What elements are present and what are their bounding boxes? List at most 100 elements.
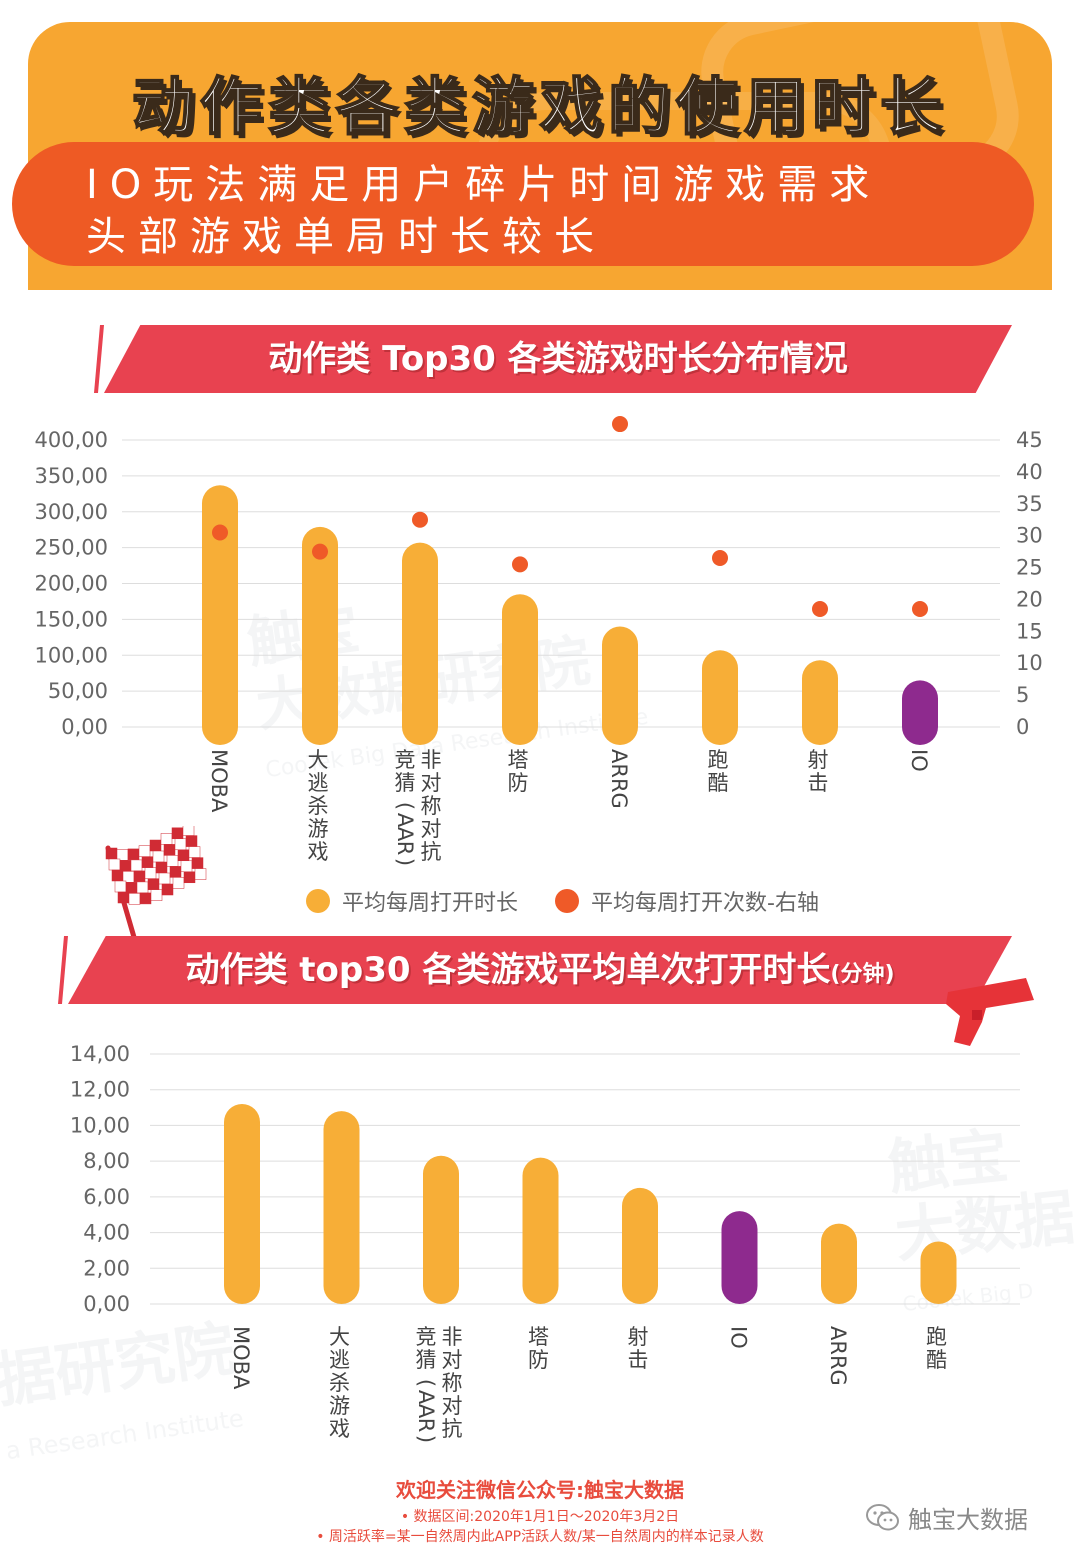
bar — [920, 1241, 957, 1304]
category-label-char: 酷 — [708, 771, 729, 795]
category-label-text: MOBA — [207, 749, 231, 813]
scatter-point — [912, 601, 928, 618]
chart2-banner-text: 动作类 top30 各类游戏平均单次打开时长 — [185, 950, 831, 990]
category-label-char: A — [393, 813, 417, 828]
flag-cell — [180, 860, 193, 873]
flag-cell — [127, 848, 140, 861]
flag-cell — [108, 858, 121, 871]
flag-cell — [116, 849, 129, 861]
category-label-char: 大 — [308, 748, 329, 772]
category-label-char: 称 — [442, 1371, 463, 1395]
y-tick-label: 400,00 — [35, 428, 108, 452]
scatter-point — [612, 416, 628, 433]
wechat-name: 触宝大数据 — [908, 1506, 1028, 1534]
footer-note-1: • 数据区间:2020年1月1日～2020年3月2日 — [400, 1509, 680, 1525]
flag-cell — [138, 845, 151, 857]
category-label-char: 逃 — [308, 771, 329, 795]
category-label-char: 竞 — [416, 1325, 437, 1349]
category-label: 射击 — [628, 1325, 649, 1372]
flag-cell — [185, 835, 198, 847]
category-label-char: 猜 — [416, 1348, 437, 1372]
category-label-char: 跑 — [708, 748, 729, 772]
y-tick-label: 6,00 — [83, 1185, 130, 1209]
category-label-char: R — [393, 841, 417, 856]
flag-cell — [111, 869, 124, 882]
footer-note-2: • 周活跃率=某一自然周内此APP活跃人数/某一自然周内的样本记录人数 — [316, 1529, 764, 1545]
flag-cell — [158, 872, 171, 885]
category-label: MOBA — [207, 749, 231, 813]
flag-cell — [161, 883, 174, 896]
bar — [323, 1111, 360, 1304]
category-label-char: 竞 — [395, 748, 416, 772]
y-tick-label: 150,00 — [35, 607, 108, 631]
flag-cell — [117, 891, 130, 904]
y-tick-label: 2,00 — [83, 1256, 130, 1280]
flag-cell — [191, 857, 204, 869]
category-label-char: 对 — [421, 817, 442, 841]
category-label-char: 防 — [508, 771, 529, 795]
bar — [423, 1155, 459, 1304]
category-label: 跑酷 — [708, 748, 729, 795]
y-tick-label: 14,00 — [70, 1042, 130, 1066]
chart1-banner-title: 动作类 Top30 各类游戏时长分布情况 — [268, 339, 848, 379]
scatter-point — [712, 549, 728, 566]
y-tick-label: 50,00 — [48, 679, 108, 703]
flag-cell — [141, 856, 154, 868]
bar — [302, 526, 338, 745]
legend-label-duration: 平均每周打开时长 — [342, 891, 519, 916]
flag-cell — [163, 844, 176, 856]
flag-cell — [147, 878, 160, 890]
banner-stripe — [58, 936, 68, 1004]
category-label-char: A — [414, 1404, 438, 1419]
flag-cell — [150, 889, 163, 901]
category-label: 塔防 — [508, 748, 529, 795]
category-label-char: 对 — [442, 1348, 463, 1372]
category-label-char: 对 — [442, 1394, 463, 1418]
category-label: 射击 — [808, 748, 829, 795]
category-label-char: 非 — [421, 748, 442, 772]
pistol-icon — [946, 978, 1034, 1046]
wechat-account: 触宝大数据 — [866, 1500, 1028, 1535]
y-tick-label: 300,00 — [35, 500, 108, 524]
bar — [502, 594, 538, 745]
y-tick-label: 100,00 — [35, 643, 108, 667]
flag-cell — [133, 870, 146, 883]
flag-cell — [169, 866, 182, 878]
category-label-text: MOBA — [229, 1326, 253, 1390]
bar — [622, 1187, 658, 1304]
category-label: ARRG — [607, 749, 631, 809]
scatter-point — [212, 524, 228, 541]
flag-cell — [128, 893, 141, 905]
category-label: 跑酷 — [926, 1325, 947, 1372]
category-label: 塔防 — [528, 1325, 549, 1372]
flag-cell — [171, 827, 184, 840]
bar — [224, 1104, 260, 1304]
category-label-char: 击 — [808, 771, 829, 795]
category-label: IO — [907, 749, 931, 772]
y-tick-label: 4,00 — [83, 1221, 130, 1245]
y2-tick-label: 30 — [1016, 524, 1043, 548]
category-label-char: 杀 — [329, 1371, 350, 1395]
bar — [802, 660, 838, 745]
flag-cell — [172, 877, 185, 889]
flag-cell — [114, 880, 127, 893]
checkered-flag-icon — [105, 826, 207, 946]
flag-cell — [160, 833, 173, 845]
category-label-char: 抗 — [442, 1417, 463, 1441]
flag-cell — [144, 867, 157, 879]
category-label: MOBA — [229, 1326, 253, 1390]
category-label-char: 戏 — [329, 1417, 350, 1441]
y2-tick-label: 35 — [1016, 492, 1043, 516]
legend-item-count: 平均每周打开次数-右轴 — [555, 884, 819, 918]
flag-cell — [105, 847, 118, 860]
chart1-banner: 动作类 Top30 各类游戏时长分布情况 — [104, 325, 1012, 393]
bar — [402, 542, 438, 745]
category-label-char: 防 — [528, 1348, 549, 1372]
flag-cell — [166, 855, 179, 867]
legend-item-duration: 平均每周打开时长 — [306, 884, 518, 918]
y-tick-label: 0,00 — [61, 715, 108, 739]
category-label-char: 酷 — [926, 1348, 947, 1372]
flag-cell — [188, 846, 201, 858]
y-tick-label: 350,00 — [35, 464, 108, 488]
